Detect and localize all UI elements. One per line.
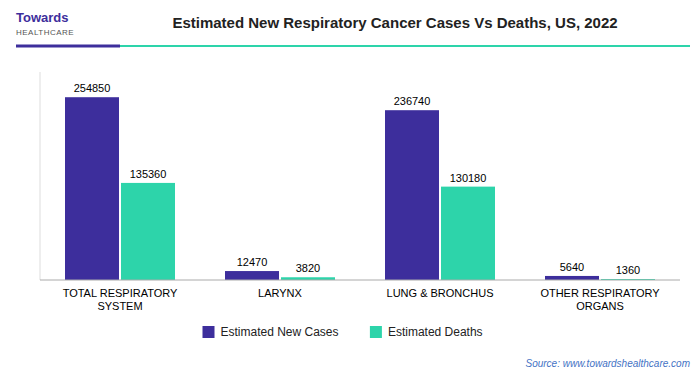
x-tick-label: OTHER RESPIRATORYORGANS bbox=[540, 287, 660, 312]
source-text: Source: www.towardshealthcare.com bbox=[525, 358, 690, 369]
bar bbox=[225, 271, 279, 280]
header-line bbox=[120, 45, 690, 47]
x-tick-label-line: LARYNX bbox=[258, 287, 302, 299]
logo-text: Towards bbox=[16, 10, 69, 25]
data-label: 130180 bbox=[450, 172, 487, 184]
x-tick-label-line: OTHER RESPIRATORY bbox=[540, 287, 660, 299]
x-tick-label: TOTAL RESPIRATORYSYSTEM bbox=[63, 287, 178, 312]
bar bbox=[545, 276, 599, 280]
title: Estimated New Respiratory Cancer Cases V… bbox=[172, 14, 617, 31]
x-tick-label-line: ORGANS bbox=[576, 300, 624, 312]
data-label: 135360 bbox=[130, 168, 167, 180]
x-tick-label-line: SYSTEM bbox=[97, 300, 142, 312]
legend-swatch bbox=[203, 326, 215, 338]
x-tick-label-line: TOTAL RESPIRATORY bbox=[63, 287, 178, 299]
legend-swatch bbox=[370, 326, 382, 338]
chart: Towards HEALTHCARE Estimated New Respirato… bbox=[0, 0, 700, 375]
bar bbox=[65, 97, 119, 280]
logo-subtext: HEALTHCARE bbox=[16, 28, 74, 37]
x-axis-line bbox=[40, 280, 680, 281]
data-label: 5640 bbox=[560, 261, 584, 273]
x-tick-label-line: LUNG & BRONCHUS bbox=[387, 287, 494, 299]
bars bbox=[65, 97, 655, 280]
x-tick-label: LARYNX bbox=[258, 287, 302, 299]
x-tick-label: LUNG & BRONCHUS bbox=[387, 287, 494, 299]
data-label: 3820 bbox=[296, 262, 320, 274]
header-line bbox=[16, 45, 120, 48]
y-axis-line bbox=[40, 72, 41, 280]
data-label: 254850 bbox=[74, 82, 111, 94]
bar bbox=[121, 183, 175, 280]
bar bbox=[385, 110, 439, 280]
legend-label: Estimated New Cases bbox=[221, 325, 339, 339]
bar bbox=[441, 187, 495, 280]
data-label: 12470 bbox=[237, 256, 268, 268]
legend-label: Estimated Deaths bbox=[388, 325, 483, 339]
data-labels: 254850 12470 236740 5640 135360 3820 130180 136… bbox=[74, 82, 641, 276]
data-label: 236740 bbox=[394, 95, 431, 107]
data-label: 1360 bbox=[616, 264, 640, 276]
legend: Estimated New Cases Estimated Deaths bbox=[203, 325, 483, 339]
